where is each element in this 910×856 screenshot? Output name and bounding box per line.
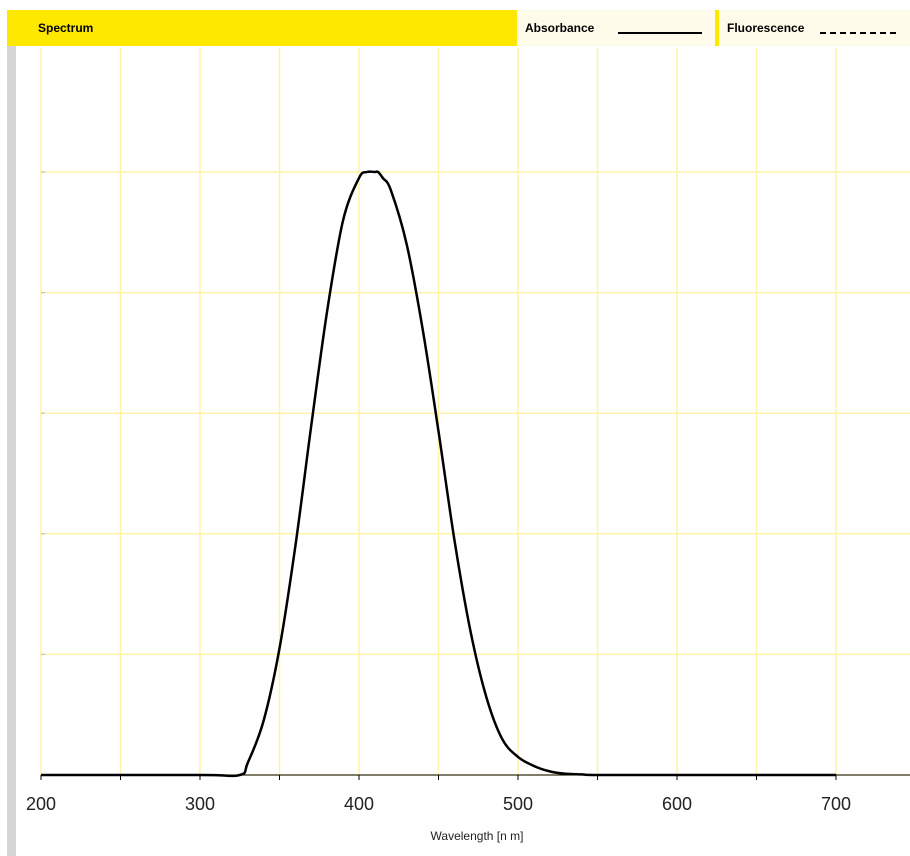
- x-tick-label-300: 300: [185, 794, 215, 814]
- x-tick-label-600: 600: [662, 794, 692, 814]
- legend-item-fluorescence: Fluorescence: [719, 10, 910, 46]
- curve-layer: [41, 170, 836, 778]
- legend-item-absorbance: Absorbance: [517, 10, 715, 46]
- grid-layer: [40, 48, 910, 776]
- x-axis-title: Wavelength [n m]: [431, 829, 524, 843]
- x-tick-label-200: 200: [26, 794, 56, 814]
- legend-solid-line-swatch: [618, 32, 703, 34]
- series-line-absorbance: [41, 170, 836, 778]
- x-tick-label-700: 700: [821, 794, 851, 814]
- legend-dashed-line-swatch: [820, 32, 897, 34]
- legend-label-fluorescence: Fluorescence: [727, 21, 805, 35]
- tick-label-layer: 200 300 400 500 600 700: [26, 794, 851, 814]
- x-tick-label-400: 400: [344, 794, 374, 814]
- legend-label-absorbance: Absorbance: [525, 21, 595, 35]
- chart-header: Spectrum Absorbance Fluorescence: [7, 10, 910, 46]
- chart-title: Spectrum: [7, 10, 517, 46]
- left-edge-bar: [7, 45, 16, 856]
- axis-layer: [40, 171, 910, 780]
- x-tick-label-500: 500: [503, 794, 533, 814]
- legend-separator: [715, 10, 719, 46]
